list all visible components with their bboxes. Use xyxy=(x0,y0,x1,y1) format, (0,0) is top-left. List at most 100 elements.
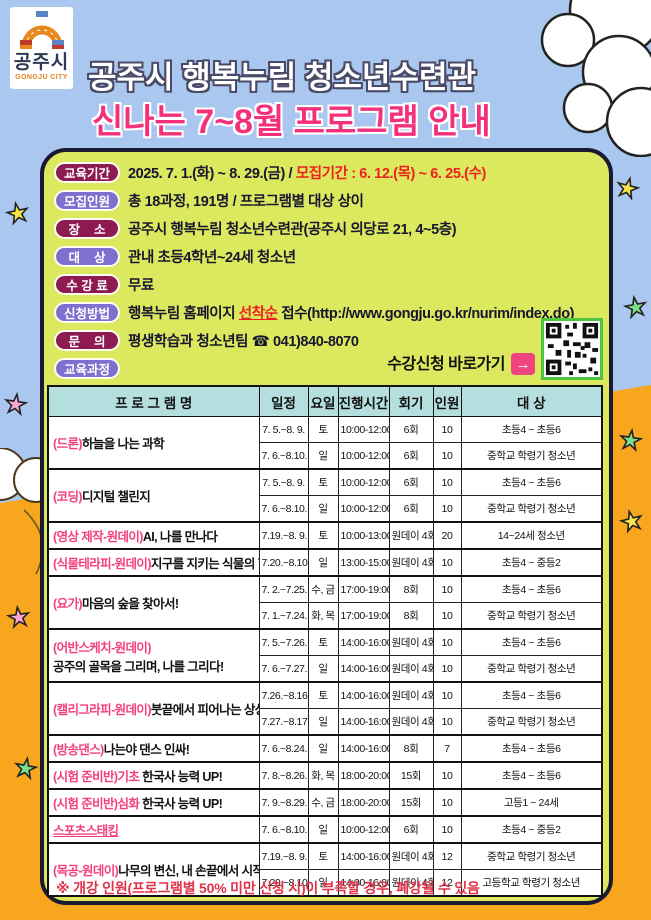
program-capacity: 10 xyxy=(432,628,462,656)
program-target: 초등4 ~ 초등6 xyxy=(460,575,603,603)
program-row: (요가)마음의 숲을 찾아서! 7. 2.~7.25. 수, 금 17:00-19:0… xyxy=(47,575,603,630)
program-capacity: 10 xyxy=(432,788,462,817)
signup-arrow-button[interactable]: → xyxy=(511,353,535,375)
program-sessions: 15회 xyxy=(388,761,434,790)
program-date: 7. 5.~8. 9. xyxy=(258,468,309,496)
program-date: 7. 2.~7.25. xyxy=(258,575,309,603)
program-date: 7.26.~8.16. xyxy=(258,681,309,709)
program-sessions: 원데이 4회 xyxy=(388,655,434,683)
program-time: 14:00-16:00 xyxy=(337,734,390,763)
info-value: 관내 초등4학년~24세 청소년 xyxy=(128,249,296,266)
column-header: 진행시간 xyxy=(337,385,390,417)
program-day: 일 xyxy=(307,815,339,844)
star-icon: ★ xyxy=(621,289,651,324)
program-time: 17:00-19:00 xyxy=(337,602,390,630)
program-time: 14:00-16:00 xyxy=(337,628,390,656)
program-day: 일 xyxy=(307,869,339,897)
program-time: 14:00-16:00 xyxy=(337,655,390,683)
program-capacity: 10 xyxy=(432,548,462,577)
program-time: 14:00-16:00 xyxy=(337,708,390,736)
program-day: 화, 목 xyxy=(307,602,339,630)
program-date: 7. 6.~8.10. xyxy=(258,495,309,523)
info-label-pill: 교육과정 xyxy=(54,357,120,379)
info-row: 모집인원 총 18과정, 191명 / 프로그램별 대상 상이 xyxy=(54,186,603,214)
program-capacity: 10 xyxy=(432,655,462,683)
program-time: 14:00-16:00 xyxy=(337,842,390,870)
program-target: 초등4 ~ 중등2 xyxy=(460,815,603,844)
program-capacity: 12 xyxy=(432,869,462,897)
program-date: 7.20.~8.10. xyxy=(258,548,309,577)
program-name-cell: (목공-원데이)나무의 변신, 내 손끝에서 시작된다! xyxy=(47,842,260,897)
gongju-city-logo: 공주시 GONGJU CITY xyxy=(10,7,73,89)
program-target: 초등4 ~ 초등6 xyxy=(460,468,603,496)
program-day: 토 xyxy=(307,521,339,550)
column-header: 요일 xyxy=(307,385,339,417)
star-icon: ★ xyxy=(4,600,33,635)
program-day: 토 xyxy=(307,416,339,443)
program-day: 토 xyxy=(307,681,339,709)
program-time: 13:00-15:00 xyxy=(337,548,390,577)
program-target: 중학교 학령기 청소년 xyxy=(460,842,603,870)
program-target: 고등학교 학령기 청소년 xyxy=(460,869,603,897)
info-panel: 교육기간 2025. 7. 1.(화) ~ 8. 29.(금) / 모집기간 : … xyxy=(40,148,613,905)
program-date: 7. 5.~8. 9. xyxy=(258,416,309,443)
program-row: (시험 준비반)심화 한국사 능력 UP! 7. 9.~8.29. 수, 금 18:0… xyxy=(47,788,603,817)
table-header-row: 프 로 그 램 명 일정 요일 진행시간 회기 인원 대 상 xyxy=(47,385,603,417)
program-capacity: 20 xyxy=(432,521,462,550)
star-icon: ★ xyxy=(616,423,645,458)
program-day: 수, 금 xyxy=(307,575,339,603)
program-capacity: 10 xyxy=(432,681,462,709)
program-table: 프 로 그 램 명 일정 요일 진행시간 회기 인원 대 상 (드론)하늘을 나는 과학 7.… xyxy=(47,385,603,897)
program-time: 18:00-20:00 xyxy=(337,788,390,817)
program-name-cell: (영상 제작-원데이)AI, 나를 만나다 xyxy=(47,521,260,550)
program-date: 7. 6.~8.24. xyxy=(258,734,309,763)
program-row: 7.27.~8.17. 일 14:00-16:00 원데이 4회 10 중학교 학령기 청… xyxy=(48,708,603,736)
star-icon: ★ xyxy=(11,750,41,785)
program-day: 일 xyxy=(307,655,339,683)
program-target: 중학교 학령기 청소년 xyxy=(460,655,603,683)
program-name-cell: (식물테라피-원데이)지구를 지키는 식물의 힘 xyxy=(47,548,260,577)
program-capacity: 10 xyxy=(432,468,462,496)
program-time: 10:00-13:00 xyxy=(337,521,390,550)
column-header: 프 로 그 램 명 xyxy=(47,385,260,417)
info-label-pill: 교육기간 xyxy=(54,161,120,183)
logo-city-name-en: GONGJU CITY xyxy=(15,74,68,81)
program-capacity: 10 xyxy=(432,575,462,603)
poster-title: 공주시 행복누림 청소년수련관 xyxy=(88,60,476,95)
program-time: 10:00-12:00 xyxy=(337,495,390,523)
star-icon: ★ xyxy=(612,170,643,206)
program-sessions: 6회 xyxy=(388,495,434,523)
program-sessions: 8회 xyxy=(388,575,434,603)
qr-code[interactable] xyxy=(541,318,603,380)
program-row: (드론)하늘을 나는 과학 7. 5.~8. 9. 토 10:00-12:00 6회 10… xyxy=(47,416,603,470)
program-date: 7. 6.~8.10. xyxy=(258,815,309,844)
info-label-pill: 신청방법 xyxy=(54,301,120,323)
program-capacity: 10 xyxy=(432,495,462,523)
program-date: 7. 6.~8.10. xyxy=(258,442,309,470)
program-sessions: 원데이 4회 xyxy=(388,521,434,550)
program-time: 17:00-19:00 xyxy=(337,575,390,603)
program-name-cell: (시험 준비반)기초 한국사 능력 UP! xyxy=(47,761,260,790)
info-label-pill: 장 소 xyxy=(54,217,120,239)
column-header: 일정 xyxy=(258,385,309,417)
program-sessions: 15회 xyxy=(388,788,434,817)
program-row: (영상 제작-원데이)AI, 나를 만나다 7.19.~8. 9. 토 10:00-1… xyxy=(47,521,603,550)
poster-subtitle: 신나는 7~8월 프로그램 안내 xyxy=(92,103,491,141)
gongju-arch-icon xyxy=(19,11,64,49)
program-name-cell: (어반스케치-원데이) 공주의 골목을 그리며, 나를 그리다! xyxy=(47,628,260,683)
info-row: 교육과정 xyxy=(54,354,603,382)
info-row: 장 소 공주시 행복누림 청소년수련관(공주시 의당로 21, 4~5층) xyxy=(54,214,603,242)
program-capacity: 7 xyxy=(432,734,462,763)
program-target: 중학교 학령기 청소년 xyxy=(460,708,603,736)
info-value: 평생학습과 청소년팀 ☎ 041)840-8070 xyxy=(128,333,359,350)
program-name-cell: (드론)하늘을 나는 과학 xyxy=(47,416,260,470)
column-header: 회기 xyxy=(388,385,434,417)
program-sessions: 원데이 4회 xyxy=(388,842,434,870)
program-target: 중학교 학령기 청소년 xyxy=(460,442,603,470)
program-target: 14~24세 청소년 xyxy=(460,521,603,550)
info-value: 행복누림 홈페이지 선착순 접수(http://www.gongju.go.kr… xyxy=(128,305,575,322)
first-come-first-served-text: 선착순 xyxy=(238,305,278,322)
program-date: 7.19.~8. 9. xyxy=(258,842,309,870)
program-row: (캘리그라피-원데이)붓끝에서 피어나는 상상력!7.26.~8.16.토14:… xyxy=(47,681,603,736)
